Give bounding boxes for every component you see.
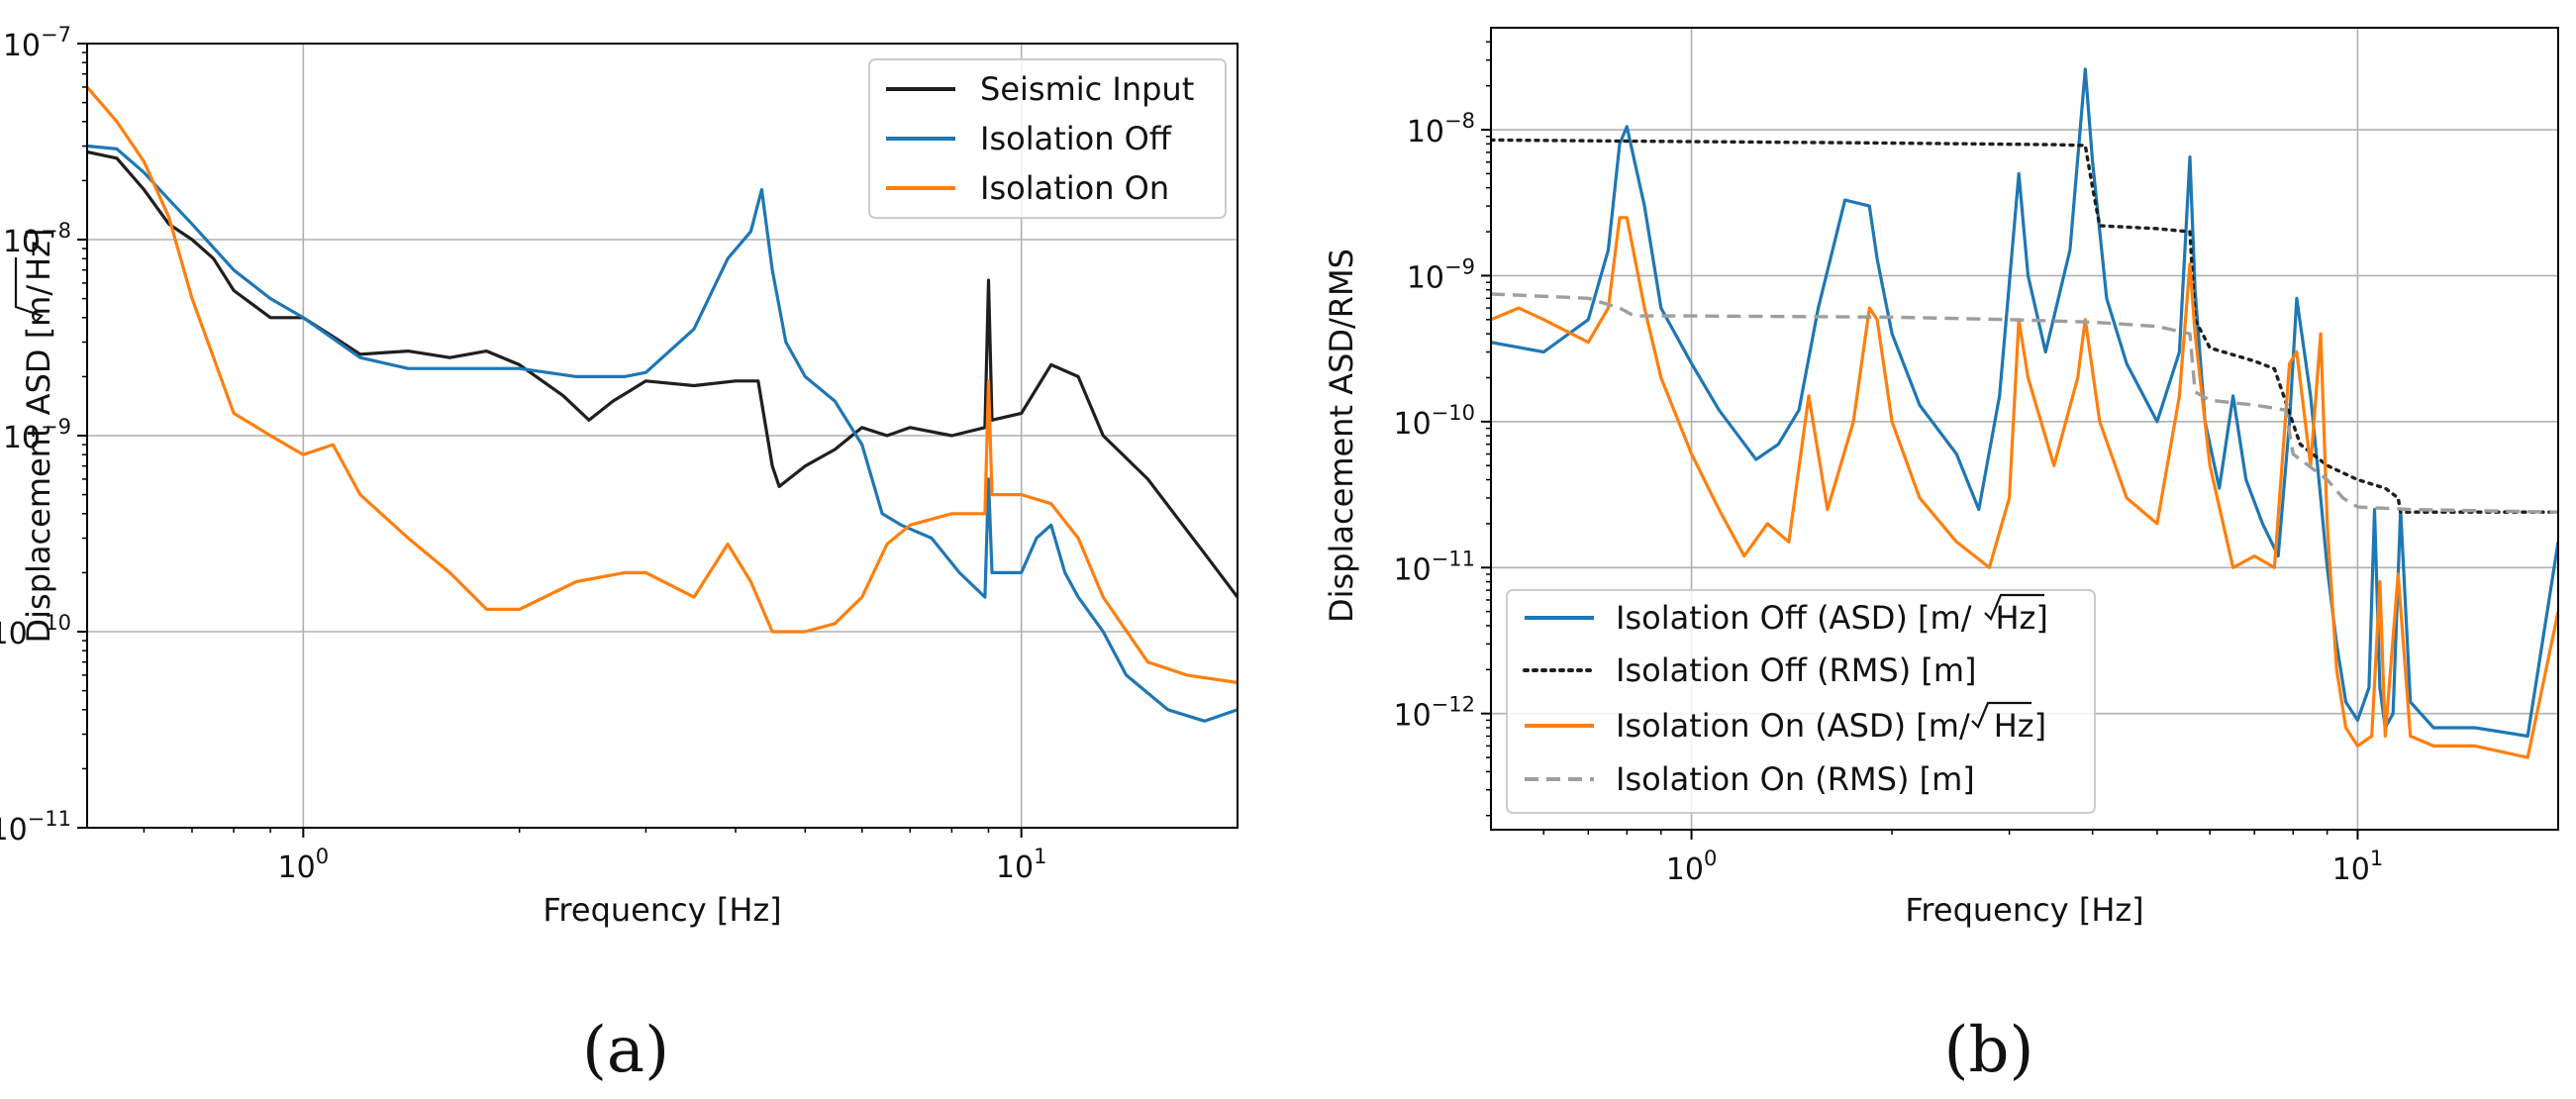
series-line-isolation-off-asd xyxy=(1491,67,2558,739)
series-line-isolation-on xyxy=(87,85,1238,684)
x-axis-title-a: Frequency [Hz] xyxy=(543,891,781,929)
y-axis-title-b: Displacement ASD/RMS xyxy=(1323,249,1360,623)
sqrt-symbol-icon xyxy=(1971,701,2031,729)
y-tick-label: 10−8 xyxy=(3,219,71,259)
series-line-isolation-on-rms xyxy=(1491,292,2558,514)
y-tick-label: 10−10 xyxy=(0,611,71,651)
y-tick-label: 10−7 xyxy=(3,23,71,63)
y-tick-label: 10−9 xyxy=(3,415,71,455)
chart-panel-a: 100 101 10−7 10−8 10−9 10−10 10−11 Frequency [… xyxy=(0,23,1238,1087)
legend-box-a xyxy=(868,58,1227,219)
legend-b: Isolation Off (ASD) [m/Hz] Isolation Off… xyxy=(1506,589,2096,814)
x-tick-label: 101 xyxy=(996,845,1047,885)
series-line-isolation-off xyxy=(87,144,1238,723)
y-tick-label: 10−11 xyxy=(0,807,71,848)
x-tick-label: 101 xyxy=(2332,847,2384,887)
ticks-a: 100 101 10−7 10−8 10−9 10−10 10−11 xyxy=(0,23,1046,885)
legend-box-b xyxy=(1506,589,2096,814)
legend-label-isolation-on-asd: Isolation On (ASD) [m/Hz] xyxy=(1616,707,2046,745)
legend-label-isolation-off-asd: Isolation Off (ASD) [m/Hz] xyxy=(1616,599,2048,637)
y-tick-label: 10−8 xyxy=(1407,109,1475,150)
y-tick-label: 10−11 xyxy=(1393,547,1475,587)
series-layer-b xyxy=(1491,67,2558,759)
series-line-seismic-input xyxy=(87,150,1238,599)
series-layer-a xyxy=(87,85,1238,723)
x-axis-title-b: Frequency [Hz] xyxy=(1905,891,2143,929)
legend-a: Seismic Input Isolation Off Isolation On xyxy=(868,58,1227,219)
legend-label-isolation-on: Isolation On xyxy=(980,169,1169,207)
x-tick-label: 100 xyxy=(1666,847,1718,887)
panel-label-b: (b) xyxy=(1944,1014,2034,1087)
y-tick-label: 10−9 xyxy=(1407,254,1475,295)
series-line-isolation-on-asd xyxy=(1491,216,2558,759)
sqrt-symbol-icon xyxy=(1984,593,2044,621)
legend-label-seismic-input: Seismic Input xyxy=(980,70,1194,108)
legend-label-isolation-off-rms: Isolation Off (RMS) [m] xyxy=(1616,651,1977,689)
legend-label-isolation-on-rms: Isolation On (RMS) [m] xyxy=(1616,760,1975,798)
y-tick-label: 10−10 xyxy=(1393,401,1475,442)
y-axis-title-a: Displacement ASD [m/Hz] xyxy=(20,229,57,644)
x-tick-label: 100 xyxy=(278,845,330,885)
y-tick-label: 10−12 xyxy=(1393,693,1475,734)
panel-label-a: (a) xyxy=(582,1014,669,1087)
legend-label-isolation-off: Isolation Off xyxy=(980,120,1172,157)
sqrt-symbol-icon xyxy=(14,257,45,323)
chart-panel-b: 100 101 10−8 10−9 10−10 10−11 10−12 Frequency … xyxy=(1323,27,2559,1087)
ticks-b: 100 101 10−8 10−9 10−10 10−11 10−12 xyxy=(1393,41,2384,887)
series-line-isolation-off-rms xyxy=(1491,138,2558,514)
